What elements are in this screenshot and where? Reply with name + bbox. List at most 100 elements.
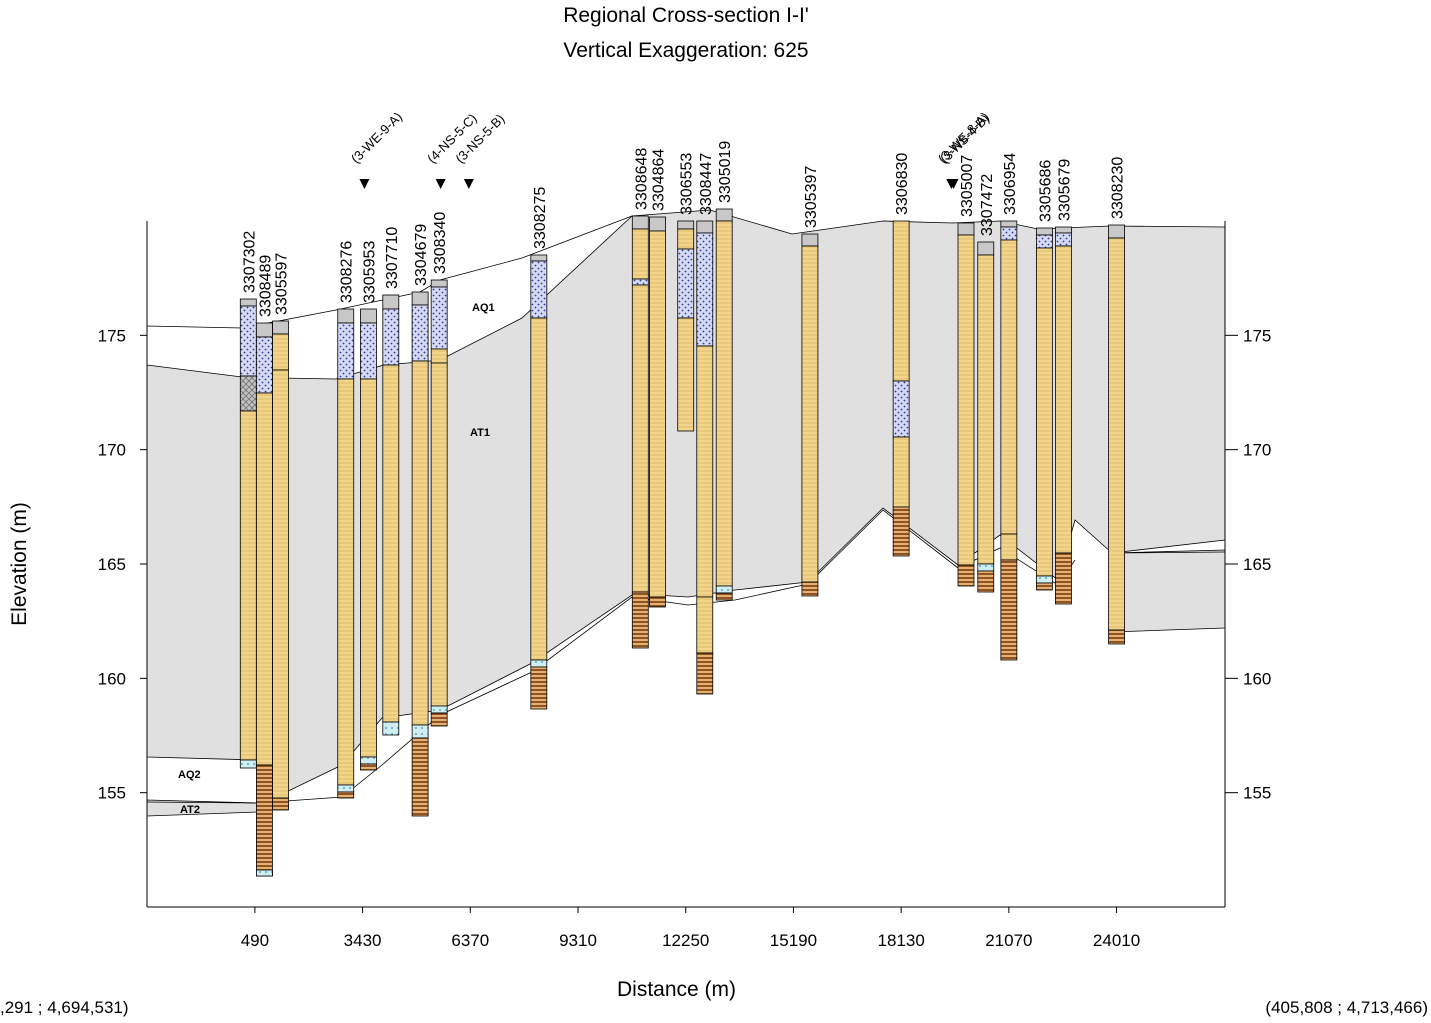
borehole-3305397: 3305397 [801, 166, 820, 597]
well-id-label: 3308648 [633, 148, 650, 210]
borehole-layer [382, 308, 400, 366]
borehole-layer [957, 564, 975, 587]
marker-label: (3-WE-9-A) [348, 109, 405, 166]
borehole-layer [1000, 533, 1018, 561]
borehole-layer [272, 333, 289, 371]
y-tick-label-right: 175 [1243, 326, 1271, 345]
y-tick-label: 170 [98, 441, 126, 460]
borehole-layer [256, 764, 273, 877]
well-id-label: 3307302 [241, 231, 258, 293]
borehole-layer [892, 380, 910, 438]
x-tick-label: 12250 [662, 931, 709, 950]
borehole-layer [1000, 239, 1018, 535]
x-tick-label: 3430 [344, 931, 382, 950]
borehole-layer [530, 260, 548, 319]
borehole-layer [411, 360, 429, 726]
borehole-layer [977, 241, 995, 256]
borehole-3305597: 3305597 [272, 253, 291, 811]
borehole-layer [696, 596, 714, 654]
well-id-label: 3304864 [651, 149, 668, 211]
borehole-3308340: 3308340 [430, 212, 449, 727]
borehole-layer [892, 436, 910, 508]
borehole-3307710: 3307710 [382, 227, 401, 736]
borehole-3305679: 3305679 [1055, 159, 1073, 605]
y-axis-label: Elevation (m) [7, 502, 31, 626]
well-id-label: 3308340 [432, 212, 449, 274]
borehole-3308275: 3308275 [530, 187, 549, 710]
borehole-layer [272, 320, 289, 335]
well-id-label: 3307472 [979, 174, 996, 236]
borehole-layer [1000, 220, 1018, 228]
y-tick-label: 155 [98, 784, 126, 803]
marker-triangle-icon [359, 179, 370, 189]
borehole-3307472: 3307472 [977, 174, 996, 593]
borehole-layer [696, 345, 714, 598]
borehole-layer [337, 322, 355, 380]
well-id-label: 3305679 [1056, 159, 1073, 221]
y-tick-label: 175 [98, 326, 126, 345]
borehole-layer [411, 724, 429, 739]
borehole-layer [1055, 232, 1072, 247]
borehole-layer [239, 759, 257, 769]
well-id-label: 3308489 [257, 255, 274, 317]
coordinate-label-left: ,291 ; 4,694,531) [0, 998, 129, 1017]
borehole-layer [337, 308, 355, 324]
x-tick-label: 21070 [985, 931, 1032, 950]
borehole-layer [801, 581, 819, 597]
borehole-layer [677, 317, 695, 432]
borehole-layer [696, 652, 714, 695]
borehole-layer [337, 784, 355, 793]
chart-title: Regional Cross-section I-I' [563, 4, 809, 27]
coordinate-label-right: (405,808 ; 4,713,466) [1265, 998, 1428, 1017]
borehole-layer [430, 279, 448, 288]
borehole-layer [360, 322, 377, 380]
unit-label-aq2: AQ2 [178, 769, 201, 781]
well-id-label: 3305597 [274, 253, 291, 315]
borehole-layer [239, 375, 257, 412]
borehole-layer [430, 348, 448, 364]
borehole-layer [530, 666, 548, 710]
borehole-layer [239, 305, 257, 377]
borehole-layer [256, 392, 273, 766]
x-axis-label: Distance (m) [617, 978, 737, 1001]
borehole-layer [649, 216, 666, 232]
borehole-layer [530, 254, 548, 262]
unit-label-at1: AT1 [470, 427, 490, 439]
well-id-label: 3308230 [1110, 157, 1127, 219]
borehole-layer [677, 248, 695, 319]
well-id-label: 3308276 [339, 241, 356, 303]
borehole-layer [892, 220, 910, 382]
borehole-layer [337, 378, 355, 786]
y-tick-label: 165 [98, 555, 126, 574]
y-tick-label-right: 160 [1243, 669, 1271, 688]
borehole-layer [272, 797, 289, 811]
borehole-3306954: 3306954 [1000, 153, 1019, 661]
borehole-3305007: 3305007 [957, 155, 976, 587]
borehole-layer [977, 563, 995, 572]
marker-triangle-icon [435, 179, 446, 189]
borehole-layer [411, 737, 429, 817]
borehole-layer [649, 230, 666, 598]
borehole-layer [801, 233, 819, 247]
well-id-label: 3305007 [959, 155, 976, 217]
borehole-layer [977, 570, 995, 593]
borehole-layer [1055, 245, 1072, 554]
borehole-layer [631, 215, 649, 230]
borehole-layer [649, 596, 666, 608]
borehole-3304864: 3304864 [649, 149, 668, 608]
wells-layer: 3307302 3308489 3305597 3308276 3305953 33077… [239, 141, 1127, 877]
borehole-layer [530, 659, 548, 668]
borehole-layer [957, 234, 975, 566]
borehole-layer [1108, 224, 1125, 239]
well-id-label: 3305953 [361, 241, 378, 303]
borehole-layer [1035, 582, 1053, 591]
well-id-label: 3304679 [413, 224, 430, 286]
borehole-layer [239, 298, 257, 307]
borehole-layer [360, 756, 377, 765]
well-id-label: 3307710 [384, 227, 401, 289]
y-tick-label-right: 165 [1243, 555, 1271, 574]
marker-triangle-icon [948, 179, 959, 189]
borehole-3308648: 3308648 [631, 148, 650, 649]
borehole-layer [977, 254, 995, 565]
borehole-3306553: 3306553 [677, 153, 696, 432]
